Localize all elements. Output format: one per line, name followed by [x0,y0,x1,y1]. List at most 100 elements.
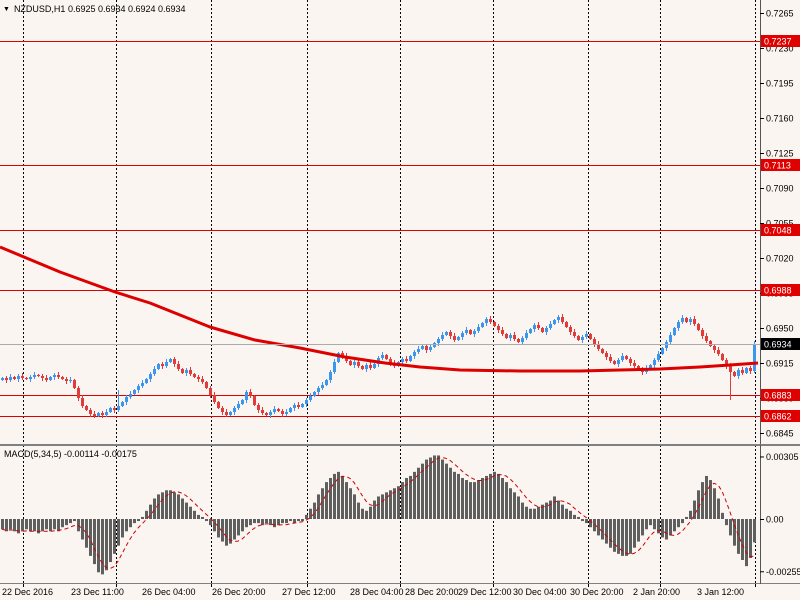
macd-bar [93,519,96,565]
macd-bar [321,488,324,519]
candle-body [381,355,384,358]
candle-body [705,336,708,341]
candle-body [545,328,548,332]
macd-bar [241,519,244,532]
time-axis-tick [400,584,401,587]
candle-body [201,379,204,382]
collapse-triangle-icon[interactable]: ▼ [3,6,10,13]
macd-bar [97,519,100,573]
candle-body [45,378,48,380]
macd-bar [553,496,556,519]
macd-bar [149,504,152,519]
candle-body [173,359,176,364]
macd-bar [705,475,708,519]
macd-bar [217,519,220,538]
symbol-quote-text: NZDUSD,H1 0.6925 0.6934 0.6924 0.6934 [13,4,186,14]
candle-body [61,377,64,379]
price-badge: 0.7237 [761,35,800,47]
candle-body [461,333,464,337]
candle-body [409,356,412,361]
candle-body [133,390,136,394]
macd-bar [485,475,488,519]
macd-bar [377,496,380,519]
time-axis-label: 28 Dec 20:00 [405,587,459,597]
candle-body [469,330,472,334]
candle-body [21,376,24,378]
candle-body [613,361,616,364]
macd-bar [81,519,84,540]
candle-body [137,386,140,390]
macd-bar [137,519,140,522]
candle-body [305,400,308,404]
macd-bar [681,519,684,524]
macd-bar [165,490,168,519]
svg-text:0.6988: 0.6988 [764,286,792,296]
candle-body [265,413,268,415]
macd-bar [713,488,716,519]
price-tick-label: 0.7230 [766,44,794,54]
candle-body [605,353,608,357]
macd-bar [477,480,480,519]
macd-bar [145,510,148,519]
candle-body [597,344,600,349]
macd-bar [545,502,548,519]
macd-bar [685,516,688,519]
macd-bar [85,519,88,548]
candle-body [373,364,376,368]
candle-body [533,325,536,329]
macd-bar [69,519,72,524]
candle-body [437,339,440,343]
macd-bar [225,519,228,546]
candle-body [549,324,552,328]
candle-body [309,396,312,400]
macd-bar [593,519,596,532]
macd-bar [13,519,16,532]
candle-body [213,395,216,402]
candle-body [693,319,696,324]
candle-body [489,319,492,322]
macd-bar [565,508,568,519]
price-tick-label: 0.6950 [766,324,794,334]
macd-bar [29,519,32,532]
macd-bar [53,519,56,530]
macd-bar [605,519,608,544]
candle-body [1,378,4,380]
macd-bar [337,471,340,519]
macd-bar [333,473,336,519]
price-tick-label: 0.6915 [766,359,794,369]
candle-body [209,388,212,395]
candle-body [413,352,416,356]
candle-body [517,339,520,342]
candle-body [185,370,188,373]
time-axis-label: 26 Dec 20:00 [212,587,266,597]
candle-body [453,336,456,340]
time-axis: 22 Dec 2016 23 Dec 11:00 26 Dec 04:00 26 De… [0,584,800,600]
macd-bar [529,508,532,519]
macd-bar [5,519,8,532]
macd-bar [313,502,316,519]
candle-body [505,334,508,338]
price-tick-label: 0.7055 [766,219,794,229]
time-axis-tick [660,584,661,587]
macd-bar [373,500,376,519]
price-badge: 0.7113 [761,159,800,171]
candle-body [53,375,56,377]
macd-bar [221,519,224,542]
candle-body [165,362,168,366]
macd-bar [345,482,348,519]
macd-bar [613,519,616,552]
macd-bar [65,519,68,526]
macd-indicator-panel[interactable]: 0.00305 0.00 -0.00255 [0,445,800,584]
macd-bar [745,519,748,567]
moving-average-line [0,245,759,373]
price-chart-panel[interactable]: 0.7265 0.7230 0.7195 0.7160 0.7125 0.7090 0.70… [0,0,800,445]
macd-bar [49,519,52,532]
macd-bar [413,471,416,519]
macd-bar [181,498,184,519]
time-axis-label: 2 Jan 20:00 [633,587,681,597]
candle-body [681,318,684,322]
time-gridlines [23,0,756,444]
macd-bar [113,519,116,554]
macd-bar [193,510,196,519]
